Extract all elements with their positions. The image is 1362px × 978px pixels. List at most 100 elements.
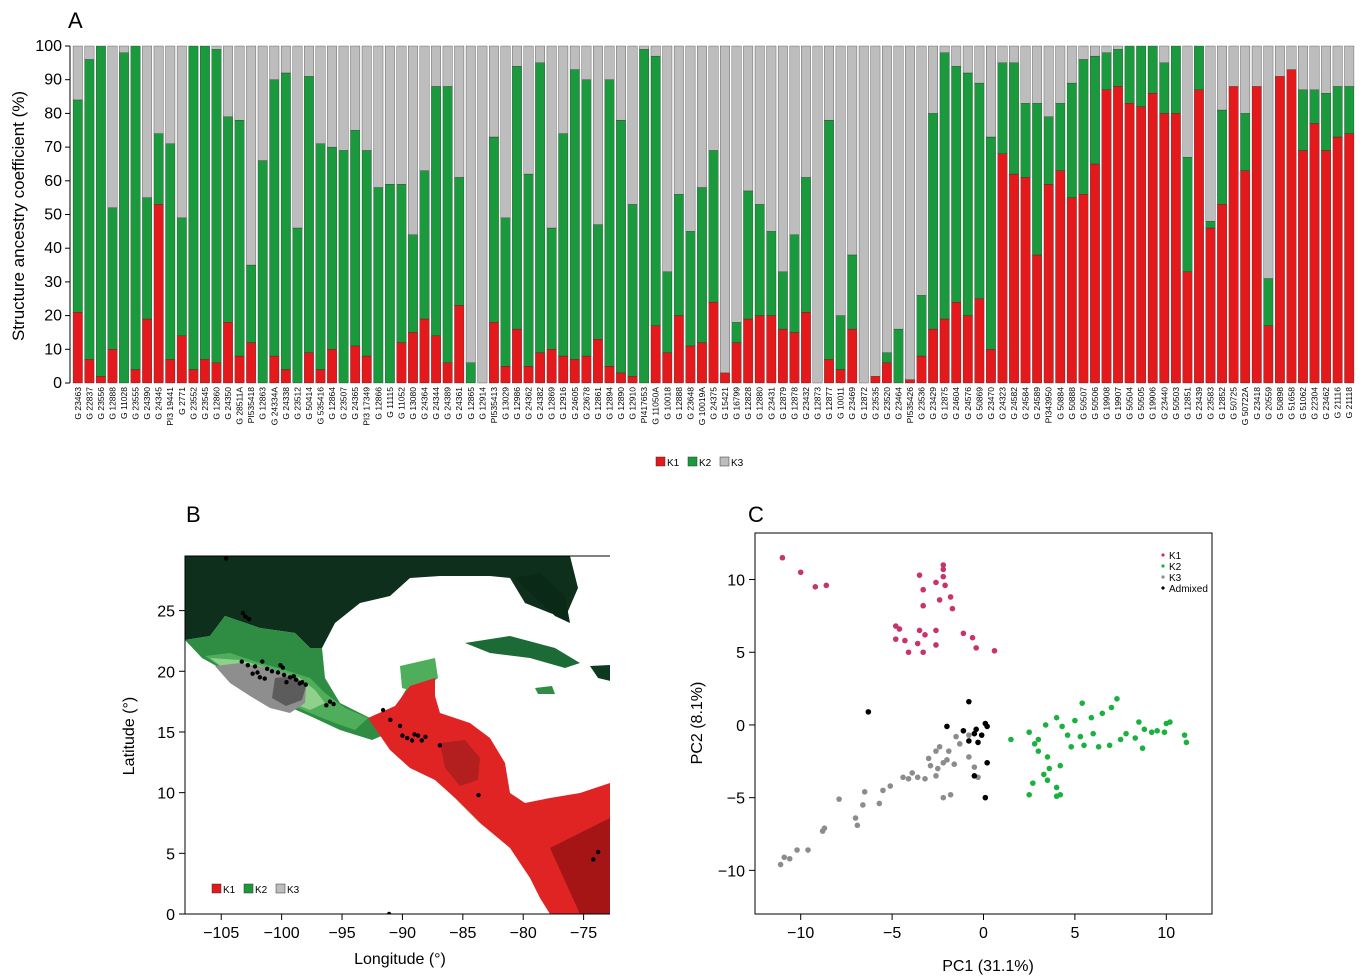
pca-point-k1 (942, 582, 948, 589)
bar-segment-k1 (1286, 69, 1297, 384)
map-region-k1 (368, 678, 610, 914)
bar-segment-k2 (465, 362, 476, 384)
x-tick-label: G 23545 (200, 387, 210, 420)
y-tick-label: 0 (53, 375, 62, 392)
bar-segment-k2 (107, 207, 118, 350)
pca-point-k3 (786, 855, 793, 862)
bar-segment-k2 (801, 177, 811, 313)
panel-label-a: A (68, 8, 83, 33)
bar-segment-k3 (1182, 45, 1193, 158)
pca-point-k1 (973, 645, 979, 651)
pca-point-admixed (984, 723, 990, 730)
bar-segment-k1 (1240, 170, 1251, 384)
panel-label-c: C (748, 502, 764, 527)
pca-point-k1 (812, 584, 819, 590)
bar-segment-k1 (928, 328, 939, 384)
pca-point-k1 (936, 597, 943, 603)
x-tick-label: G 50898 (1275, 387, 1285, 420)
bar-segment-k2 (824, 119, 834, 360)
x-tick-label: G 24345 (154, 387, 164, 420)
bar-segment-k1 (986, 349, 996, 384)
bar-segment-k1 (327, 349, 337, 384)
x-tick-label: G 12875 (940, 387, 950, 420)
bar-segment-k3 (176, 45, 187, 219)
bar-segment-k1 (1205, 227, 1216, 384)
bar-segment-k3 (1090, 45, 1100, 57)
bar-segment-k1 (777, 328, 788, 384)
pca-point-k1 (902, 637, 908, 644)
legend-label-admixed: Admixed (1169, 584, 1208, 595)
map-sample-point (293, 677, 299, 682)
x-tick-label: G 23439 (1194, 387, 1204, 420)
x-tick-label: G 2771 (177, 387, 187, 415)
pca-point-k1 (916, 572, 923, 578)
y-axis-a: 0 10 20 30 40 50 60 70 80 90 100 (35, 38, 71, 392)
bar-segment-k2 (454, 177, 465, 306)
bar-segment-k3 (454, 45, 465, 178)
map-sample-point (223, 556, 229, 561)
x-tick-label: G 24344 (431, 387, 441, 420)
x-tick-label: G 12863 (258, 387, 268, 420)
bar-segment-k1 (558, 355, 569, 384)
map-sample-points (223, 556, 601, 914)
map-sample-point (239, 659, 244, 664)
x-tick-label: G 12878 (789, 387, 799, 420)
bar-segment-k2 (200, 45, 210, 360)
bar-segment-k1 (916, 355, 927, 384)
bar-segment-k3 (1332, 45, 1343, 87)
bar-segment-k2 (951, 66, 962, 303)
bar-segment-k3 (546, 45, 557, 229)
bar-segment-k1 (604, 365, 615, 384)
bar-segment-k2 (893, 328, 904, 384)
bar-segment-k3 (431, 45, 441, 87)
pca-point-k1 (916, 627, 923, 634)
bar-segment-k3 (731, 45, 742, 323)
bar-segment-k1 (847, 328, 858, 384)
bar-segment-k1 (350, 345, 361, 384)
bar-segment-k2 (269, 79, 280, 357)
pca-point-admixed (966, 738, 972, 744)
bar-segment-k3 (1286, 45, 1297, 70)
bar-segment-k3 (685, 45, 696, 232)
x-tick-label: G 20559 (1263, 387, 1273, 420)
x-tick-label: G 23418 (1252, 387, 1262, 420)
bar-segment-k3 (1309, 45, 1320, 90)
bar-segment-k2 (1344, 86, 1355, 134)
bar-segment-k3 (512, 45, 522, 67)
pca-point-k2 (1064, 732, 1071, 738)
pca-point-k2 (1132, 735, 1139, 741)
pca-point-k1 (920, 649, 926, 656)
ylabel-ancestry: Structure ancestry coefficient (%) (9, 91, 28, 341)
y-tick-label: 20 (44, 308, 62, 325)
bar-segment-k1 (835, 369, 846, 384)
pca-point-k1 (940, 566, 947, 573)
x-tick-label: G 21116 (1333, 387, 1343, 419)
map-sample-point (269, 669, 275, 674)
bar-segment-k1 (1217, 204, 1227, 384)
bar-segment-k2 (361, 150, 372, 357)
bar-segment-k3 (997, 45, 1008, 64)
bar-segment-k2 (939, 52, 950, 320)
bar-segment-k1 (1170, 113, 1181, 384)
bar-segment-k2 (431, 86, 441, 336)
bar-segment-k1 (246, 342, 257, 384)
bar-segment-k2 (130, 45, 141, 370)
x-tick-label: G 23464 (893, 387, 903, 420)
map-sample-point (397, 723, 403, 729)
map-axes: −105 −100 −95 −90 −85 −80 −75 0 5 10 15 20 25 (157, 604, 597, 942)
bar-segment-k1 (488, 322, 499, 384)
map-sample-point (412, 732, 417, 737)
bar-segment-k3 (477, 45, 488, 384)
bar-segment-k3 (847, 45, 858, 256)
x-tick-label: G 15421 (720, 387, 730, 420)
bar-segment-k1 (627, 376, 638, 384)
legend-marker-admixed (1161, 586, 1165, 590)
bar-segment-k3 (558, 45, 569, 134)
bar-segment-k2 (84, 59, 95, 360)
pca-point-k3 (860, 802, 866, 808)
y-tick-label: −10 (718, 863, 745, 880)
pca-point-k3 (905, 775, 912, 782)
bar-segment-k2 (246, 264, 257, 343)
x-tick-label: G 50869 (974, 387, 984, 420)
y-tick-label: 100 (35, 38, 62, 55)
